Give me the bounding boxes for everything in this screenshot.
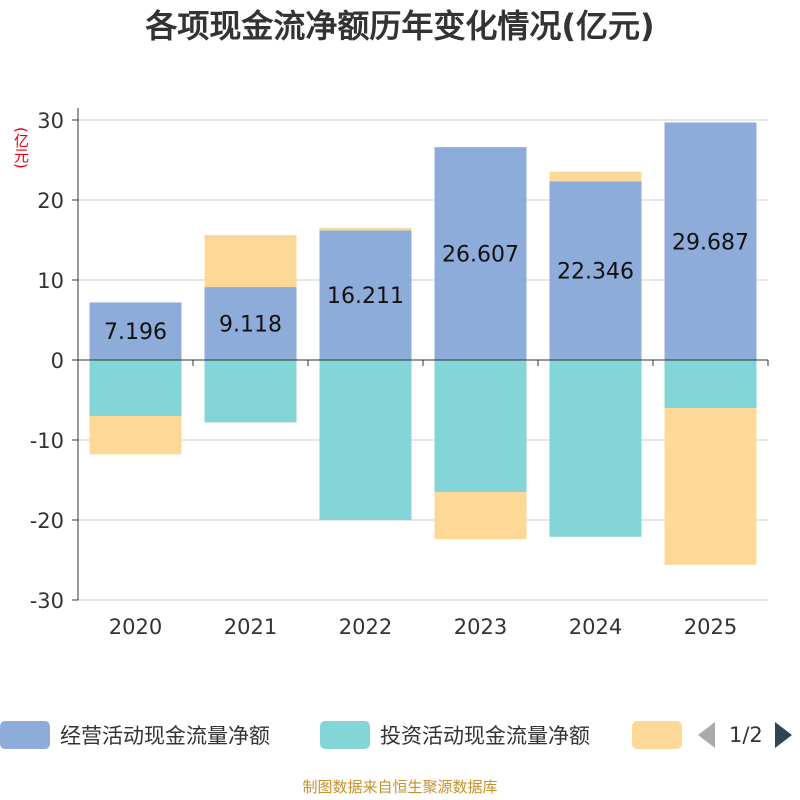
y-axis-unit-label: (亿元): [12, 127, 30, 169]
legend-item-financing[interactable]: [632, 712, 682, 758]
legend-label-investing: 投资活动现金流量净额: [380, 724, 590, 748]
bar-series0-2022: [319, 230, 412, 360]
y-tick-label: 20: [37, 189, 64, 213]
bar-series1-2022: [319, 360, 412, 520]
bar-series1-2020: [89, 360, 182, 416]
labels: 30 20 10 0 -10 -20 -30 7.196 9.118 16.211 26.607 22…: [30, 109, 749, 639]
legend: 经营活动现金流量净额 投资活动现金流量净额: [0, 712, 800, 758]
bar-series1-2025: [664, 360, 757, 408]
bar-series1-2023: [434, 360, 527, 492]
bar-series2-2023: [434, 492, 527, 540]
bar-series0-2021: [204, 287, 297, 360]
bar-value-label: 22.346: [557, 260, 634, 285]
bar-value-label: 29.687: [672, 230, 749, 255]
x-tick-label: 2023: [454, 615, 507, 639]
x-tick-label: 2024: [569, 615, 622, 639]
bar-series2-2025: [664, 408, 757, 565]
x-tick-label: 2022: [339, 615, 392, 639]
bar-series2-2020: [89, 416, 182, 455]
legend-swatch-financing: [632, 721, 682, 749]
axes: [72, 108, 769, 601]
legend-swatch-investing: [320, 721, 370, 749]
bars: [89, 122, 757, 565]
legend-swatch-operating: [0, 721, 50, 749]
bar-value-label: 7.196: [104, 320, 167, 345]
bar-series0-2020: [89, 302, 182, 360]
y-tick-label: -30: [30, 589, 64, 613]
bar-chart: 30 20 10 0 -10 -20 -30 7.196 9.118 16.211 26.607 22…: [30, 108, 769, 639]
bar-series2-2021: [204, 235, 297, 288]
source-note: 制图数据来自恒生聚源数据库: [302, 778, 498, 796]
legend-item-investing[interactable]: 投资活动现金流量净额: [320, 712, 590, 758]
bar-value-label: 26.607: [442, 243, 519, 268]
x-tick-label: 2021: [224, 615, 277, 639]
y-tick-label: 30: [37, 109, 64, 133]
legend-pager: 1/2: [698, 712, 792, 758]
bar-series2-2022: [319, 227, 412, 231]
x-tick-label: 2020: [109, 615, 162, 639]
bar-value-label: 9.118: [219, 313, 282, 338]
pager-prev-icon[interactable]: [698, 722, 715, 748]
bar-series0-2024: [549, 181, 642, 360]
bar-series1-2021: [204, 360, 297, 423]
pager-next-icon[interactable]: [774, 722, 792, 748]
legend-item-operating[interactable]: 经营活动现金流量净额: [0, 712, 270, 758]
y-tick-label: -20: [30, 509, 64, 533]
x-tick-label: 2025: [684, 615, 737, 639]
y-tick-label: -10: [30, 429, 64, 453]
bar-series0-2025: [664, 122, 757, 360]
y-tick-label: 0: [51, 349, 64, 373]
bar-series1-2024: [549, 360, 642, 537]
bar-value-label: 16.211: [327, 284, 404, 309]
legend-label-operating: 经营活动现金流量净额: [60, 724, 270, 748]
bar-series0-2023: [434, 147, 527, 360]
y-tick-label: 10: [37, 269, 64, 293]
pager-page: 1/2: [729, 723, 763, 747]
bar-series2-2024: [549, 171, 642, 182]
chart-title: 各项现金流净额历年变化情况(亿元): [145, 7, 655, 45]
